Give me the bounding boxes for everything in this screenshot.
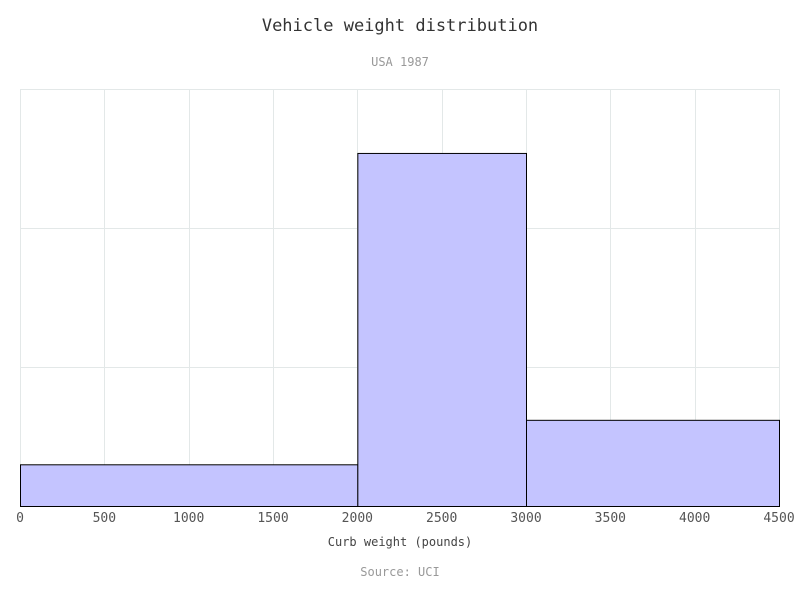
- chart-subtitle: USA 1987: [371, 55, 429, 69]
- x-tick-label-5: 2500: [426, 511, 457, 526]
- histogram-bar-2: [526, 419, 780, 508]
- x-tick-label-2: 1000: [173, 511, 204, 526]
- x-tick-label-0: 0: [16, 511, 24, 526]
- chart-source: Source: UCI: [360, 565, 440, 579]
- x-tick-label-6: 3000: [510, 511, 541, 526]
- x-tick-label-9: 4500: [763, 511, 794, 526]
- x-tick-label-7: 3500: [595, 511, 626, 526]
- histogram-bars: [20, 152, 780, 508]
- x-axis-ticks: 0 500 1000 1500 2000 2500 3000 3500 4000 4500: [16, 511, 795, 526]
- histogram-bar-1: [357, 152, 528, 507]
- x-axis-label: Curb weight (pounds): [328, 535, 473, 549]
- x-tick-label-4: 2000: [342, 511, 373, 526]
- x-tick-label-1: 500: [93, 511, 116, 526]
- x-tick-label-3: 1500: [257, 511, 288, 526]
- histogram-bar-0: [20, 464, 359, 507]
- chart-title: Vehicle weight distribution: [261, 16, 539, 36]
- x-tick-label-8: 4000: [679, 511, 710, 526]
